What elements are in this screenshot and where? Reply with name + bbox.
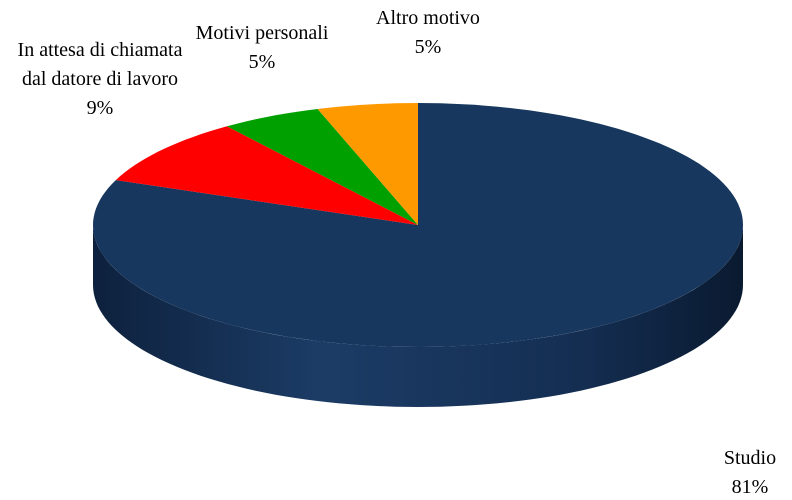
value-label: 81%	[731, 476, 769, 498]
value-label: 5%	[414, 36, 442, 58]
value-label: 9%	[86, 97, 114, 119]
data-label: In attesa di chiamata dal datore di lavo…	[13, 36, 188, 123]
category-label: Altro motivo	[376, 7, 480, 29]
category-label: Studio	[723, 447, 777, 469]
slice-top	[317, 103, 418, 225]
pie-slice	[115, 126, 419, 225]
data-label: Studio 81%	[690, 444, 792, 500]
slice-top	[115, 126, 419, 225]
slice-side	[93, 225, 743, 407]
data-label: Motivi personali 5%	[152, 19, 372, 77]
category-label: In attesa di chiamata dal datore di lavo…	[17, 39, 183, 90]
data-label: Altro motivo 5%	[348, 4, 508, 62]
category-label: Motivi personali	[195, 22, 329, 44]
pie-slice	[317, 103, 418, 225]
value-label: 5%	[248, 51, 276, 73]
pie-slice	[227, 109, 418, 225]
slice-top	[227, 109, 418, 225]
